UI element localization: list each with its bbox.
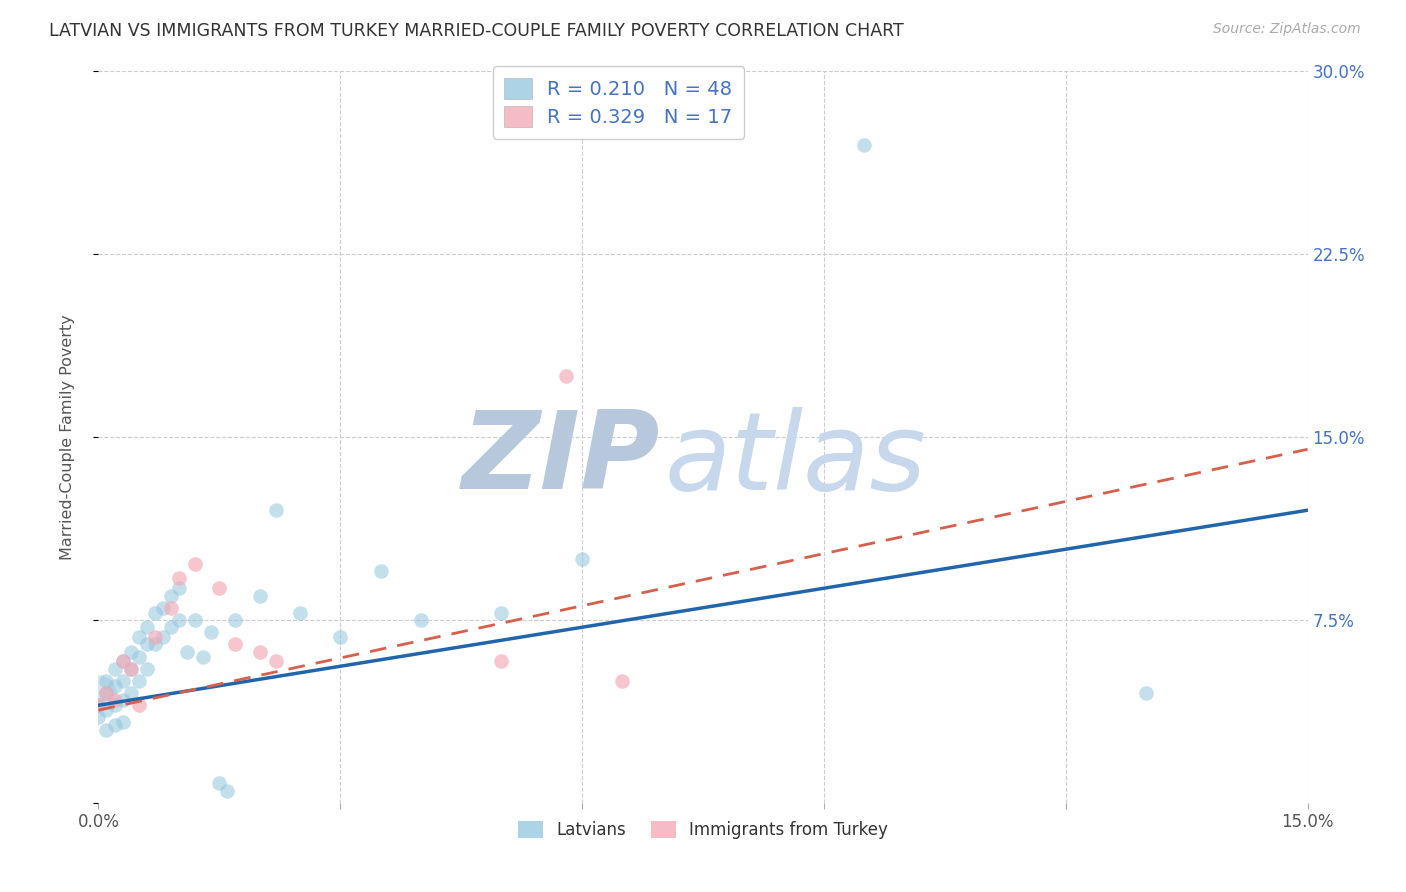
Text: atlas: atlas xyxy=(664,407,927,511)
Point xyxy=(120,662,142,676)
Point xyxy=(111,673,134,688)
Point xyxy=(103,679,125,693)
Point xyxy=(208,776,231,790)
Point xyxy=(128,698,150,713)
Point xyxy=(409,613,432,627)
Point xyxy=(1135,686,1157,700)
Point xyxy=(612,673,634,688)
Point xyxy=(87,698,110,713)
Point xyxy=(200,625,222,640)
Point xyxy=(264,503,287,517)
Point xyxy=(135,637,157,651)
Legend: Latvians, Immigrants from Turkey: Latvians, Immigrants from Turkey xyxy=(512,814,894,846)
Point xyxy=(96,673,118,688)
Point xyxy=(103,698,125,713)
Point xyxy=(96,703,118,717)
Point xyxy=(329,630,352,644)
Point xyxy=(491,654,513,668)
Point xyxy=(571,552,593,566)
Point xyxy=(96,686,118,700)
Point xyxy=(103,662,125,676)
Point xyxy=(160,589,183,603)
Point xyxy=(120,662,142,676)
Point xyxy=(224,613,246,627)
Point xyxy=(128,630,150,644)
Point xyxy=(264,654,287,668)
Point xyxy=(167,581,190,595)
Text: Source: ZipAtlas.com: Source: ZipAtlas.com xyxy=(1213,22,1361,37)
Point xyxy=(143,630,166,644)
Point xyxy=(111,693,134,707)
Point xyxy=(120,645,142,659)
Point xyxy=(128,649,150,664)
Point xyxy=(128,673,150,688)
Point xyxy=(184,557,207,571)
Point xyxy=(160,600,183,615)
Point xyxy=(152,630,174,644)
Point xyxy=(111,715,134,730)
Point xyxy=(853,137,876,152)
Point xyxy=(152,600,174,615)
Point xyxy=(135,620,157,634)
Text: LATVIAN VS IMMIGRANTS FROM TURKEY MARRIED-COUPLE FAMILY POVERTY CORRELATION CHAR: LATVIAN VS IMMIGRANTS FROM TURKEY MARRIE… xyxy=(49,22,904,40)
Point xyxy=(217,783,239,797)
Point xyxy=(184,613,207,627)
Point xyxy=(111,654,134,668)
Point xyxy=(120,686,142,700)
Point xyxy=(167,572,190,586)
Point xyxy=(193,649,215,664)
Point xyxy=(103,718,125,732)
Point xyxy=(135,662,157,676)
Point xyxy=(176,645,198,659)
Point xyxy=(555,369,578,384)
Point xyxy=(87,698,110,713)
Point xyxy=(87,710,110,724)
Text: ZIP: ZIP xyxy=(463,406,661,512)
Point xyxy=(249,645,271,659)
Point xyxy=(143,606,166,620)
Point xyxy=(111,654,134,668)
Point xyxy=(96,723,118,737)
Point xyxy=(288,606,311,620)
Point xyxy=(370,564,392,578)
Point xyxy=(224,637,246,651)
Point xyxy=(87,686,110,700)
Y-axis label: Married-Couple Family Poverty: Married-Couple Family Poverty xyxy=(60,314,75,560)
Point xyxy=(208,581,231,595)
Point xyxy=(167,613,190,627)
Point xyxy=(143,637,166,651)
Point xyxy=(491,606,513,620)
Point xyxy=(249,589,271,603)
Point xyxy=(96,686,118,700)
Point xyxy=(160,620,183,634)
Point xyxy=(103,693,125,707)
